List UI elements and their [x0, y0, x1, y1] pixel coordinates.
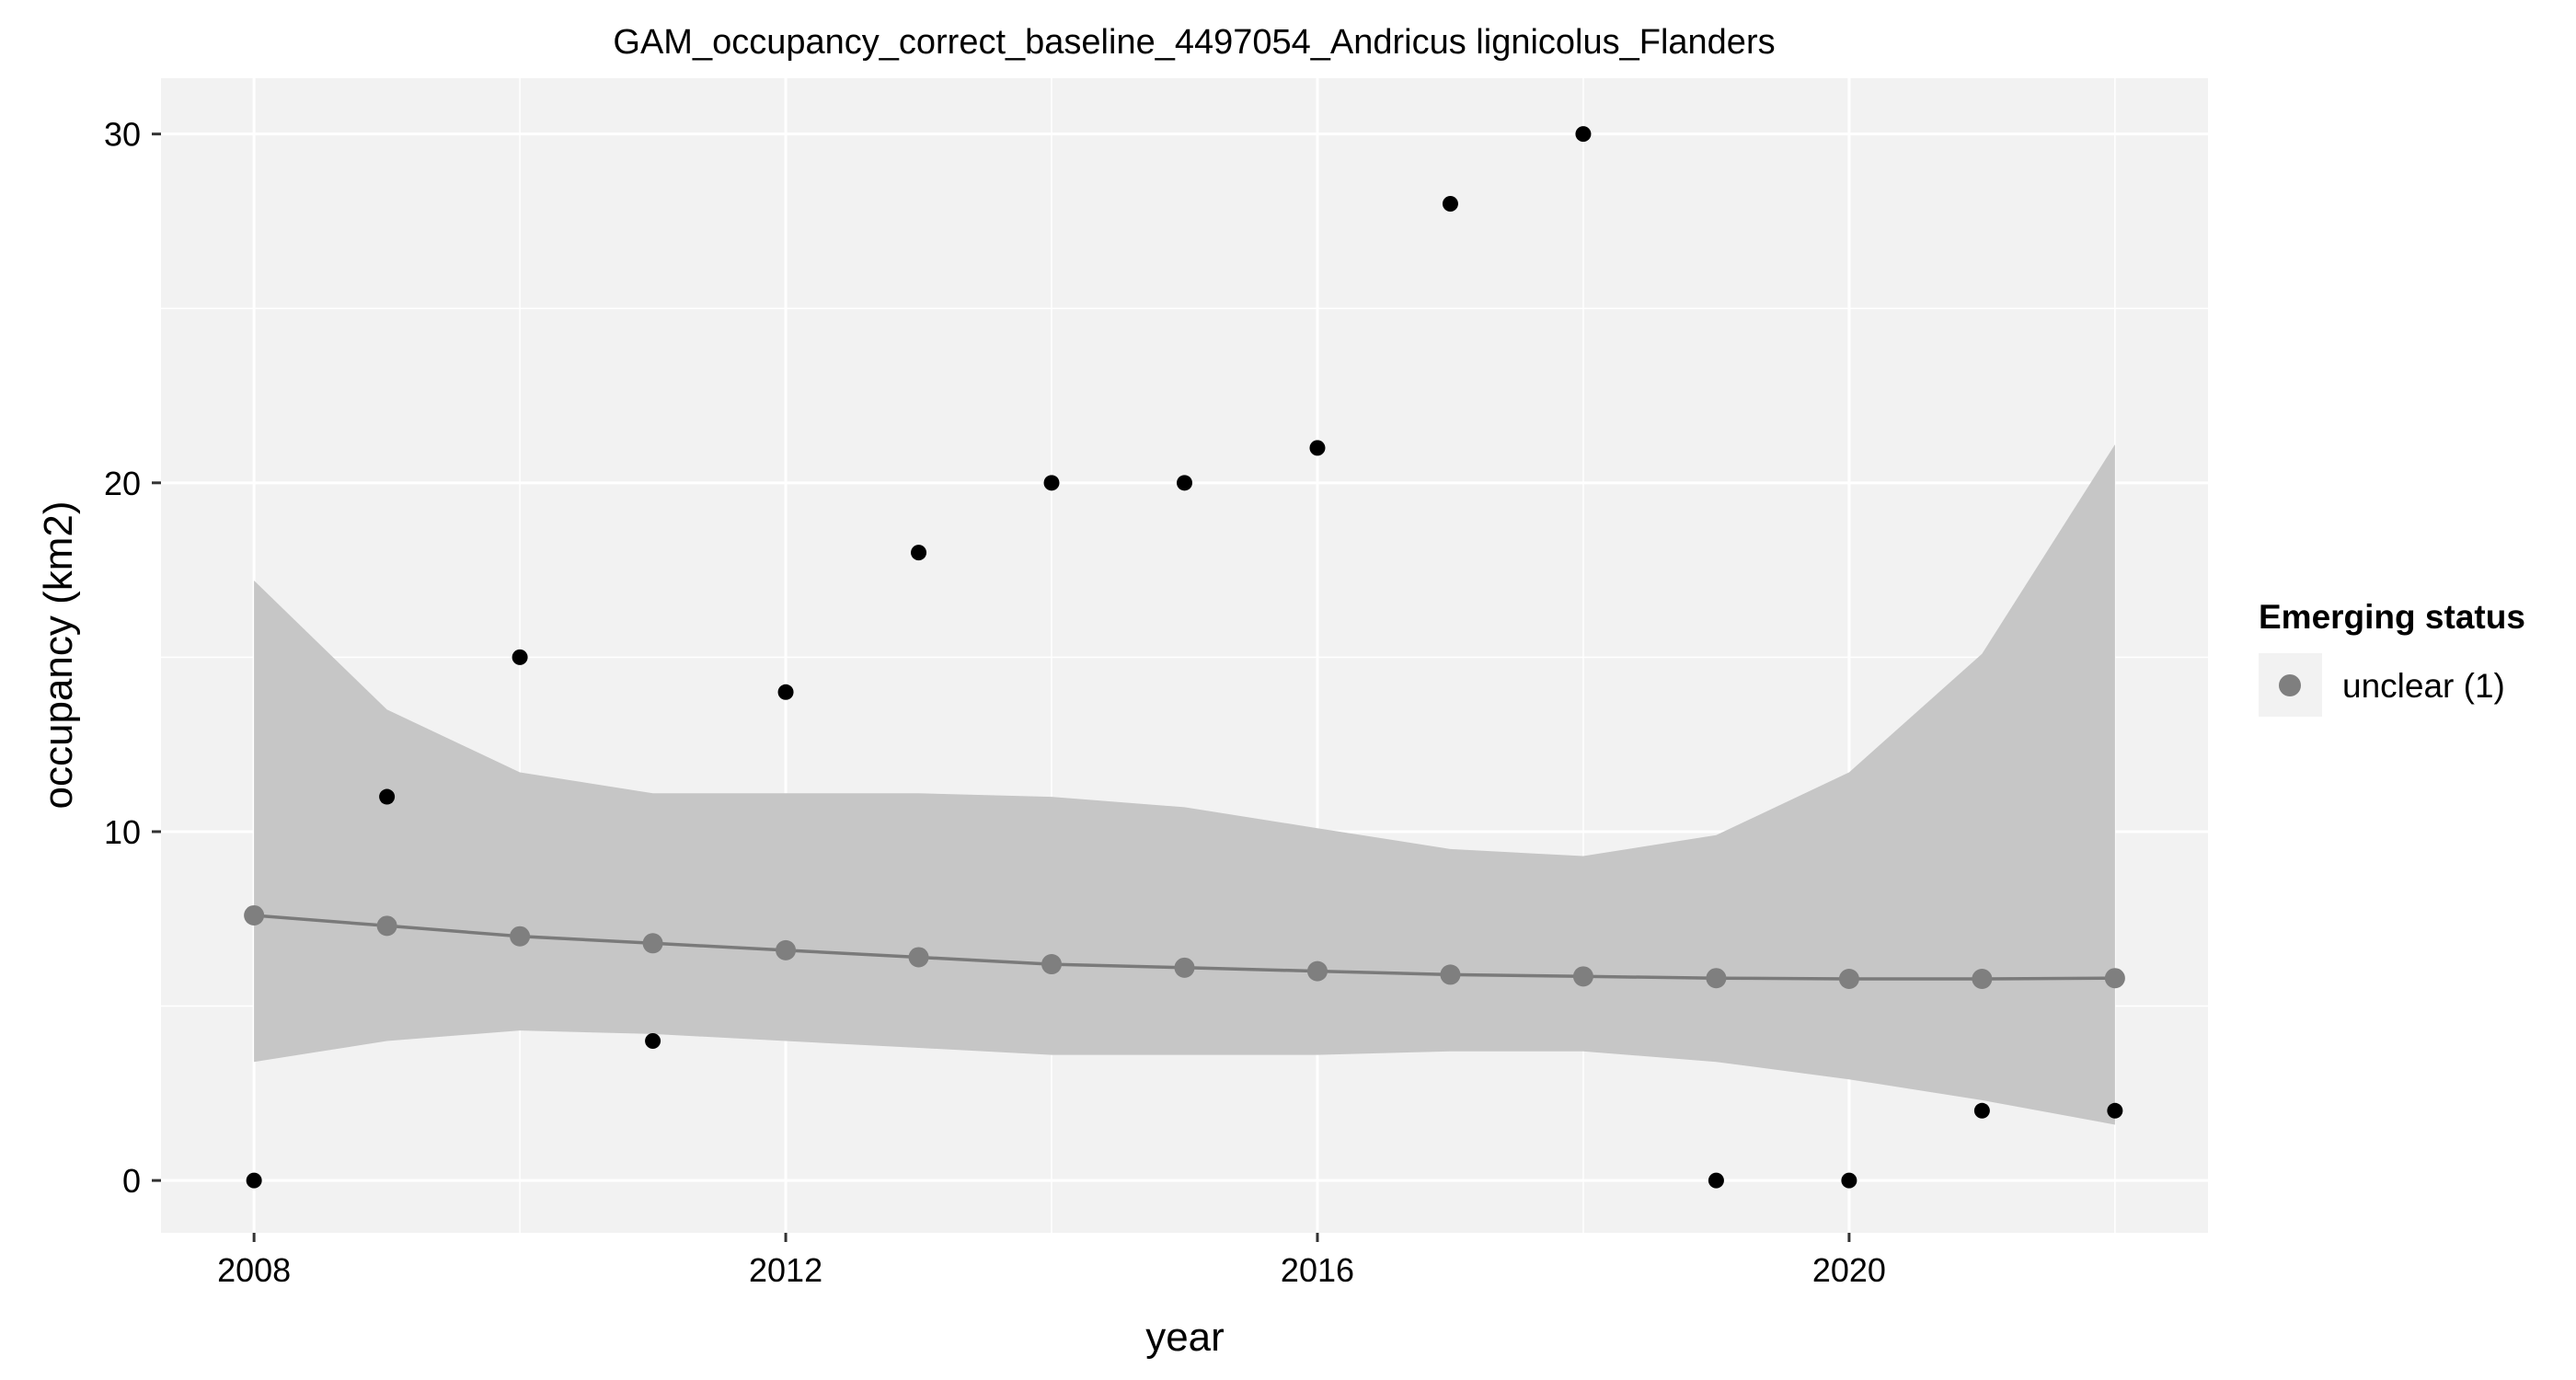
observed-point [911, 545, 927, 561]
fit-point [908, 947, 929, 968]
fit-point [1706, 968, 1727, 989]
observed-point [1442, 195, 1458, 212]
observed-point [1708, 1172, 1724, 1189]
fit-point [1306, 960, 1328, 982]
y-axis-title: occupancy (km2) [36, 500, 81, 809]
observed-point [1575, 126, 1592, 143]
fit-point [510, 926, 531, 947]
fit-point [642, 933, 663, 954]
legend-swatch-unclear [2279, 674, 2301, 696]
x-axis-title: year [1145, 1315, 1225, 1360]
observed-point [1841, 1172, 1857, 1189]
x-tick-label: 2016 [1281, 1251, 1354, 1289]
fit-point [2104, 968, 2125, 989]
fit-point [376, 915, 397, 937]
legend: Emerging status unclear (1) [2259, 598, 2525, 717]
fit-point [1174, 957, 1195, 978]
fit-point [1572, 966, 1593, 987]
y-axis: 0 10 20 30 [104, 116, 161, 1200]
x-tick-label: 2008 [217, 1251, 291, 1289]
observed-point [1043, 475, 1060, 491]
observed-point [246, 1172, 262, 1189]
fit-point [1838, 968, 1859, 989]
observed-point [645, 1032, 661, 1049]
observed-point [512, 649, 528, 665]
y-tick-label: 0 [122, 1162, 141, 1200]
legend-label-unclear: unclear (1) [2342, 667, 2505, 705]
x-tick-label: 2020 [1812, 1251, 1886, 1289]
y-tick-label: 20 [104, 465, 141, 502]
chart-title: GAM_occupancy_correct_baseline_4497054_A… [613, 23, 1775, 62]
minor-gridlines [161, 78, 2208, 1233]
observed-point [2107, 1102, 2123, 1119]
fit-point [776, 939, 797, 960]
observed-points [246, 126, 2123, 1189]
x-tick-label: 2012 [749, 1251, 822, 1289]
y-tick-label: 10 [104, 813, 141, 851]
x-axis: 2008 2012 2016 2020 [217, 1233, 1886, 1289]
observed-point [1309, 440, 1326, 456]
y-tick-label: 30 [104, 116, 141, 154]
fit-point [244, 904, 265, 926]
fit-points [244, 904, 2125, 989]
observed-point [777, 684, 794, 700]
confidence-band [254, 444, 2115, 1125]
fit-point [1972, 968, 1993, 989]
legend-title: Emerging status [2259, 598, 2525, 636]
observed-point [379, 788, 396, 805]
observed-point [1177, 475, 1192, 491]
fit-point [1041, 954, 1063, 975]
fit-point [1440, 964, 1461, 985]
observed-point [1973, 1102, 1990, 1119]
